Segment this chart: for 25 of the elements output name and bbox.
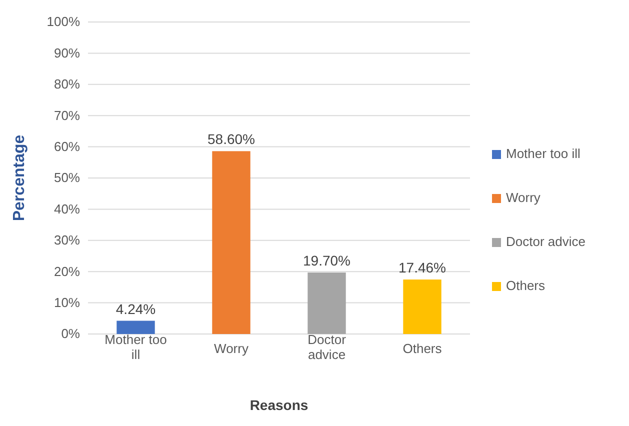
y-tick-label: 80% — [54, 76, 80, 92]
y-tick-label: 30% — [54, 232, 80, 248]
y-tick-label: 0% — [61, 326, 80, 342]
y-tick-label: 90% — [54, 45, 80, 60]
y-tick-label: 20% — [54, 264, 80, 279]
data-label: 19.70% — [303, 252, 350, 269]
y-tick-label: 10% — [54, 294, 80, 310]
y-tick-label: 70% — [54, 108, 80, 123]
legend-label: Doctor advice — [506, 234, 586, 249]
x-axis-title: Reasons — [250, 397, 308, 413]
y-tick-label: 50% — [54, 170, 80, 186]
x-tick-label: Others — [402, 341, 442, 356]
x-tick-label: Worry — [214, 341, 249, 356]
legend-label: Mother too ill — [506, 146, 581, 161]
legend-label: Others — [506, 278, 546, 293]
data-label: 4.24% — [116, 300, 156, 317]
x-tick-label: Doctor advice — [308, 332, 347, 362]
y-axis-title: Percentage — [11, 134, 28, 222]
y-tick-label: 60% — [54, 138, 80, 154]
y-tick-label: 100% — [46, 14, 80, 30]
data-label: 17.46% — [398, 260, 446, 276]
x-tick-label: Mother too ill — [104, 332, 167, 362]
data-label: 58.60% — [208, 131, 255, 148]
y-tick-label: 40% — [54, 201, 80, 216]
legend-label: Worry — [506, 190, 541, 205]
